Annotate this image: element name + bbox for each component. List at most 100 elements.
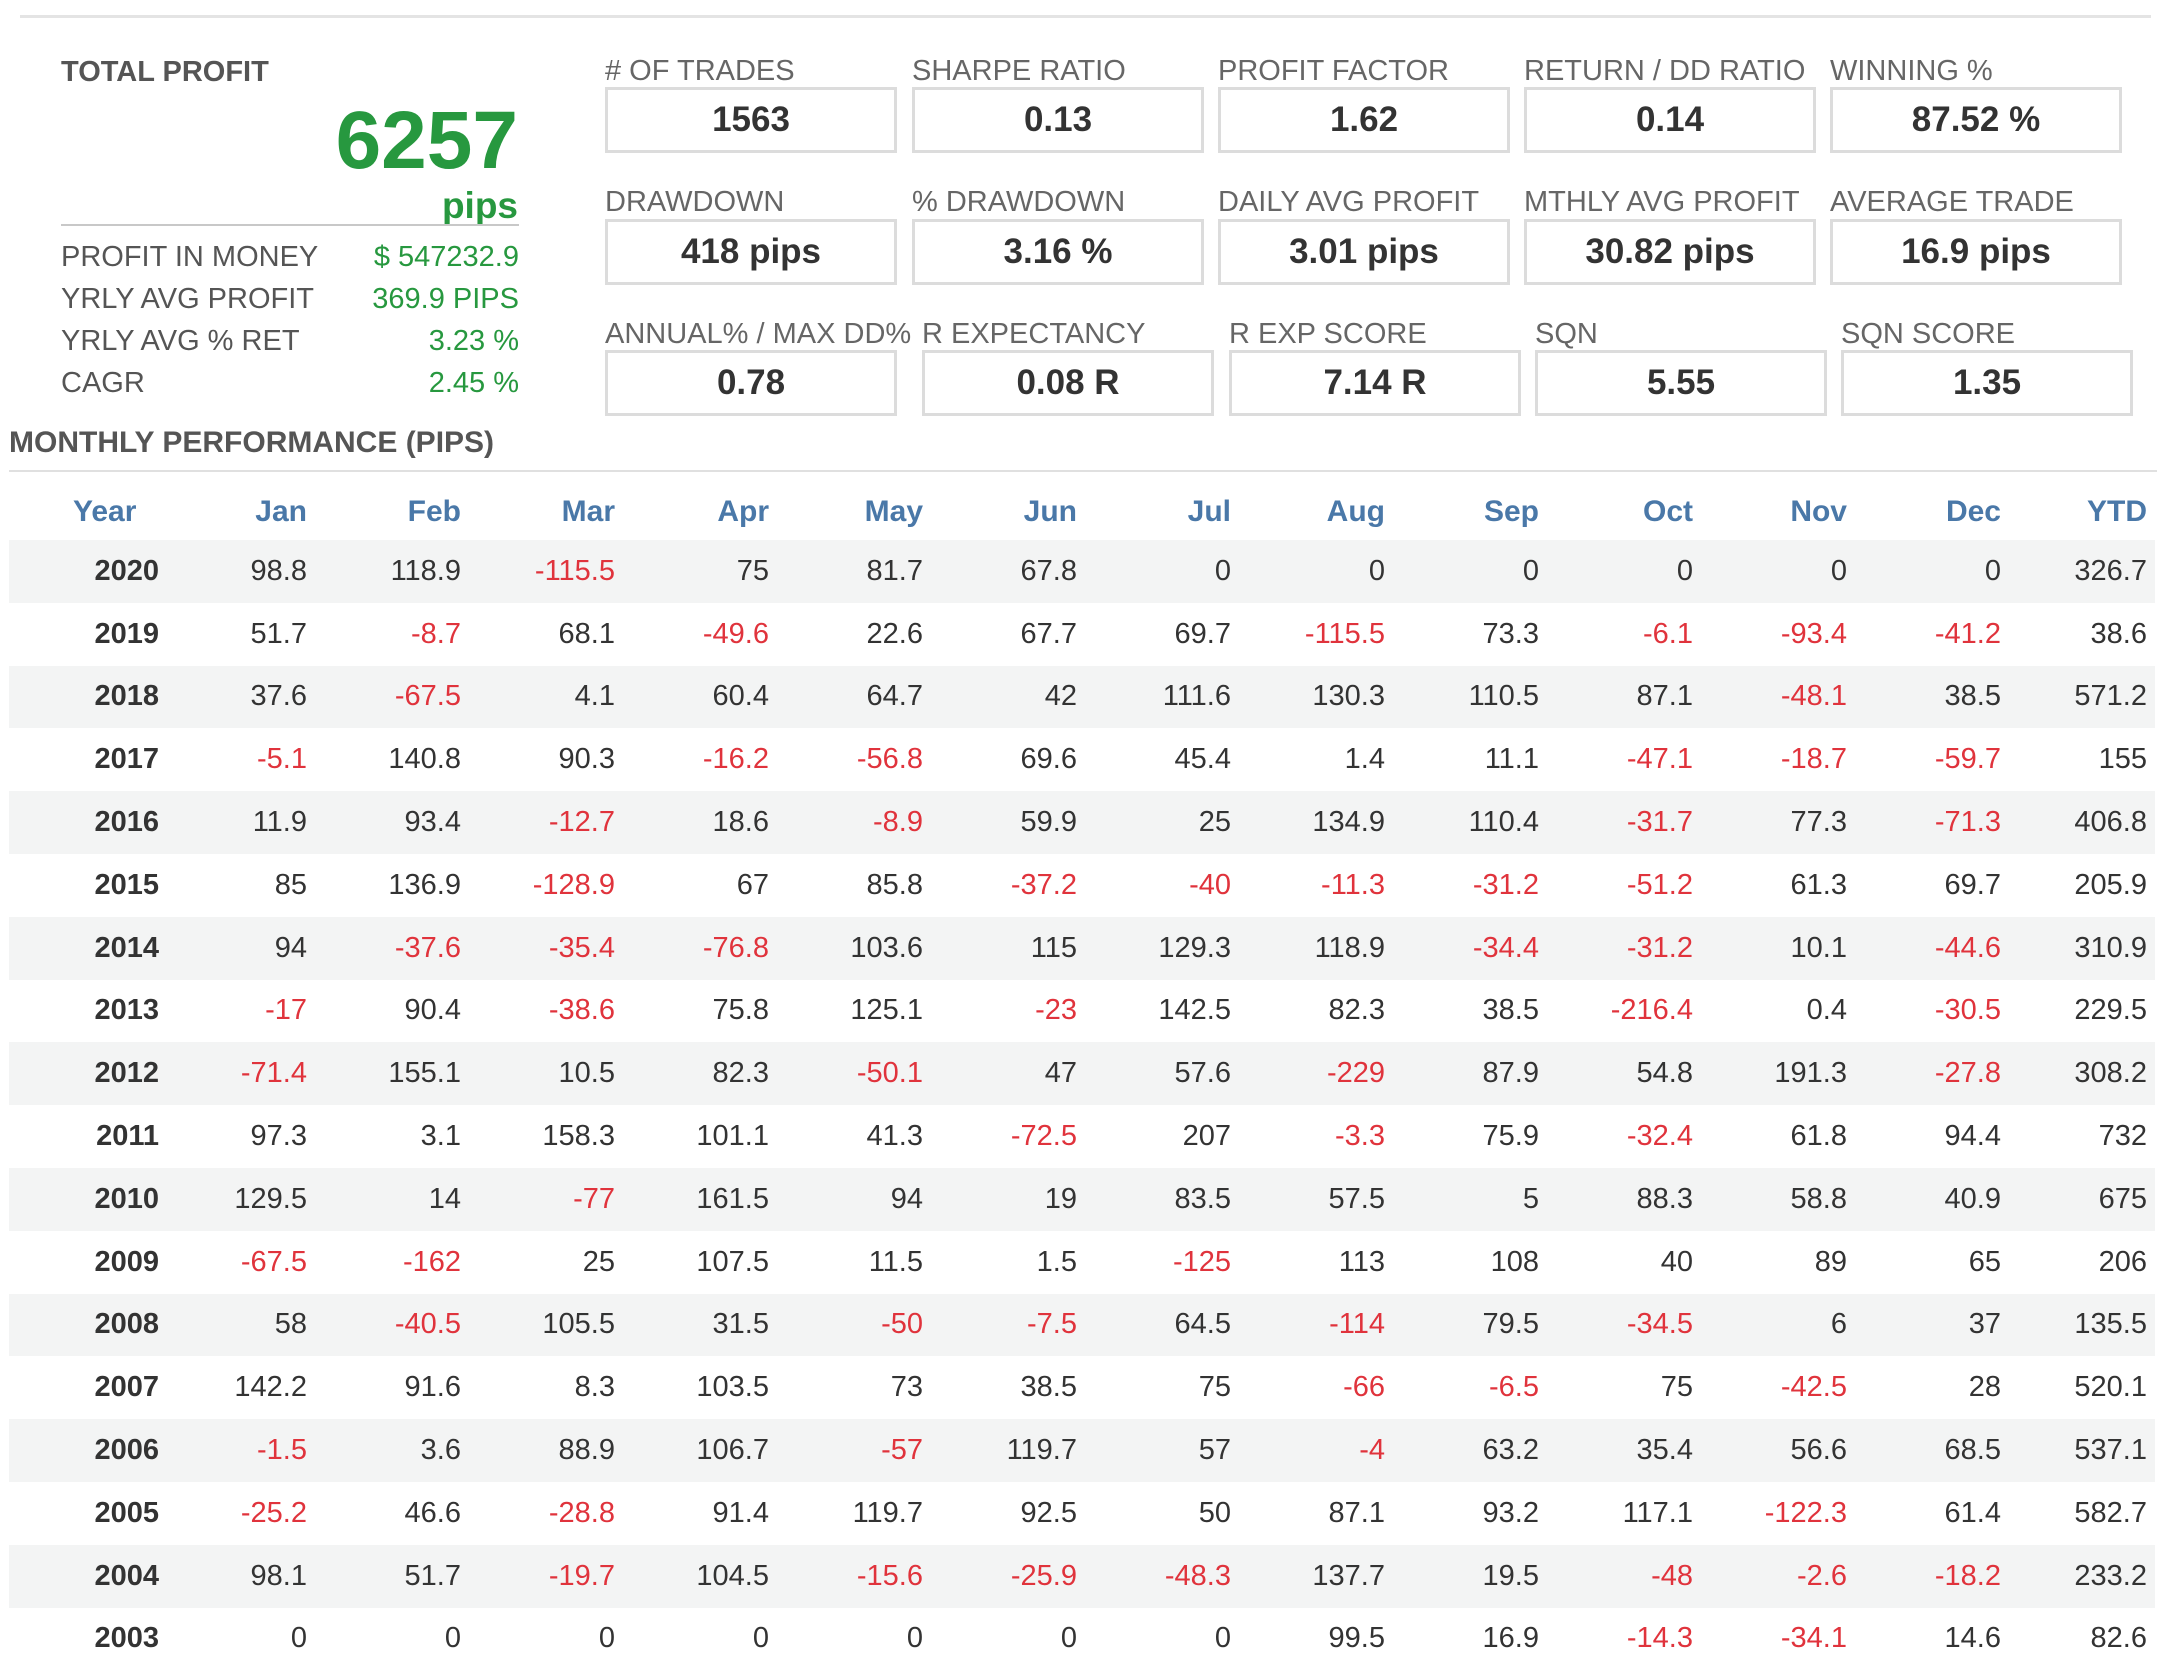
metric-value-sqn-score: 1.35 xyxy=(1841,350,2133,416)
value-cell: -48.3 xyxy=(1085,1544,1239,1608)
value-cell: -12.7 xyxy=(469,791,623,854)
value-cell: 0 xyxy=(752,1622,769,1655)
value-cell: 118.9 xyxy=(315,540,469,603)
value-cell: -34.5 xyxy=(1547,1293,1701,1357)
year-cell: 2012 xyxy=(9,1042,161,1106)
value-cell: 206 xyxy=(2098,1245,2147,1278)
metric-value-sharpe-ratio: 0.13 xyxy=(912,87,1204,153)
value-cell: 119.7 xyxy=(852,1496,923,1529)
value-cell: 130.3 xyxy=(1239,665,1393,729)
value-cell: 41.3 xyxy=(866,1120,923,1153)
value-cell: 106.7 xyxy=(623,1419,777,1482)
year-cell: 2011 xyxy=(96,1120,159,1153)
value-cell: 136.9 xyxy=(388,868,461,901)
metric-value-profit-factor: 1.62 xyxy=(1218,87,1510,153)
value-cell: 101.1 xyxy=(696,1120,769,1153)
metric-value-annual-max-dd: 0.78 xyxy=(605,350,897,416)
value-cell: 155 xyxy=(2098,743,2147,776)
value-cell: 56.6 xyxy=(1701,1419,1855,1482)
value-cell: 732 xyxy=(2098,1120,2147,1153)
value-cell: -50 xyxy=(777,1293,931,1357)
metric-value-return-dd-ratio: 0.14 xyxy=(1524,87,1816,153)
value-cell: 207 xyxy=(1182,1120,1231,1153)
value-cell: 118.9 xyxy=(1239,916,1393,980)
value-cell: 57.5 xyxy=(1239,1167,1393,1231)
value-cell: -66 xyxy=(1343,1371,1385,1404)
value-cell: -37.6 xyxy=(315,916,469,980)
value-cell: -56.8 xyxy=(856,743,923,776)
value-cell: -31.7 xyxy=(1547,791,1701,854)
value-cell: 191.3 xyxy=(1701,1042,1855,1106)
value-cell: 81.7 xyxy=(777,540,931,603)
table-row: 2004 98.1 51.7 -19.7 104.5 -15.6 -25.9 -48.3 137… xyxy=(9,1544,2155,1608)
table-row: 2013 -17 90.4 -38.6 75.8 125.1 -23 142.5 82.3 38.… xyxy=(9,980,2155,1043)
value-cell: -42.5 xyxy=(1780,1371,1847,1404)
value-cell: 326.7 xyxy=(2009,540,2155,603)
stat-value: 369.9 PIPS xyxy=(372,282,519,315)
value-cell: 37 xyxy=(1855,1293,2009,1357)
value-cell: -18.2 xyxy=(1855,1544,2009,1608)
metric-label-daily-avg-profit: DAILY AVG PROFIT xyxy=(1218,186,1480,218)
value-cell: 42 xyxy=(931,665,1085,729)
stat-value: 3.23 % xyxy=(428,324,519,357)
value-cell: 67.7 xyxy=(1020,617,1077,650)
value-cell: 103.5 xyxy=(696,1371,769,1404)
value-cell: -51.2 xyxy=(1626,868,1693,901)
value-cell: -6.5 xyxy=(1489,1371,1539,1404)
year-cell: 2020 xyxy=(9,540,161,603)
value-cell: 310.9 xyxy=(2009,916,2155,980)
year-cell: 2014 xyxy=(9,916,161,980)
value-cell: -25.9 xyxy=(931,1544,1085,1608)
total-profit-divider xyxy=(61,224,519,226)
metric-label-drawdown: DRAWDOWN xyxy=(605,186,785,218)
value-cell: 16.9 xyxy=(1482,1622,1539,1655)
value-cell: 47 xyxy=(931,1042,1085,1106)
value-cell: -128.9 xyxy=(532,868,615,901)
year-cell: 2013 xyxy=(94,994,159,1027)
value-cell: -115.5 xyxy=(469,540,623,603)
value-cell: 22.6 xyxy=(866,617,923,650)
table-row: 2017 -5.1 140.8 90.3 -16.2 -56.8 69.6 45.4 1.4 11… xyxy=(9,728,2155,791)
column-header-apr: Apr xyxy=(717,495,769,528)
value-cell: -67.5 xyxy=(315,665,469,729)
value-cell: 90.4 xyxy=(404,994,461,1027)
value-cell: -4 xyxy=(1239,1419,1393,1482)
value-cell: 35.4 xyxy=(1547,1419,1701,1482)
value-cell: 94.4 xyxy=(1944,1120,2001,1153)
value-cell: 4.1 xyxy=(469,665,623,729)
value-cell: 60.4 xyxy=(623,665,777,729)
monthly-performance-divider xyxy=(9,470,2157,472)
total-profit-unit: pips xyxy=(441,185,518,226)
value-cell: 75 xyxy=(1660,1371,1693,1404)
monthly-performance-title: MONTHLY PERFORMANCE (PIPS) xyxy=(9,426,495,459)
value-cell: -59.7 xyxy=(1934,743,2001,776)
value-cell: 117.1 xyxy=(1622,1496,1693,1529)
value-cell: 85 xyxy=(274,868,307,901)
value-cell: 65 xyxy=(1968,1245,2001,1278)
table-row: 2009 -67.5 -162 25 107.5 11.5 1.5 -125 113 108 40 8… xyxy=(9,1231,2155,1294)
value-cell: -8.7 xyxy=(411,617,461,650)
value-cell: -14.3 xyxy=(1626,1622,1693,1655)
value-cell: 110.5 xyxy=(1393,665,1547,729)
value-cell: 37.6 xyxy=(161,665,315,729)
value-cell: 98.1 xyxy=(161,1544,315,1608)
metric-value-sqn: 5.55 xyxy=(1535,350,1827,416)
value-cell: -37.2 xyxy=(1010,868,1077,901)
metric-label-return-dd-ratio: RETURN / DD RATIO xyxy=(1524,55,1806,87)
value-cell: 129.5 xyxy=(161,1167,315,1231)
value-cell: 110.4 xyxy=(1393,791,1547,854)
table-row: 2012 -71.4 155.1 10.5 82.3 -50.1 47 57.6 -229 87.… xyxy=(9,1042,2155,1106)
value-cell: 520.1 xyxy=(2074,1371,2147,1404)
value-cell: 98.8 xyxy=(161,540,315,603)
metric-label-profit-factor: PROFIT FACTOR xyxy=(1218,55,1449,87)
value-cell: 58.8 xyxy=(1701,1167,1855,1231)
value-cell: 68.5 xyxy=(1855,1419,2009,1482)
stat-row-yearly-avg-profit: YRLY AVG PROFIT 369.9 PIPS xyxy=(61,278,519,320)
value-cell: 134.9 xyxy=(1239,791,1393,854)
value-cell: -122.3 xyxy=(1764,1496,1847,1529)
value-cell: 155.1 xyxy=(315,1042,469,1106)
table-row: 2003 0 0 0 0 0 0 0 99.5 16.9 -14.3 -34.1 14.6 82.6 xyxy=(9,1608,2155,1671)
value-cell: 137.7 xyxy=(1239,1544,1393,1608)
value-cell: -72.5 xyxy=(1010,1120,1077,1153)
value-cell: 119.7 xyxy=(931,1419,1085,1482)
